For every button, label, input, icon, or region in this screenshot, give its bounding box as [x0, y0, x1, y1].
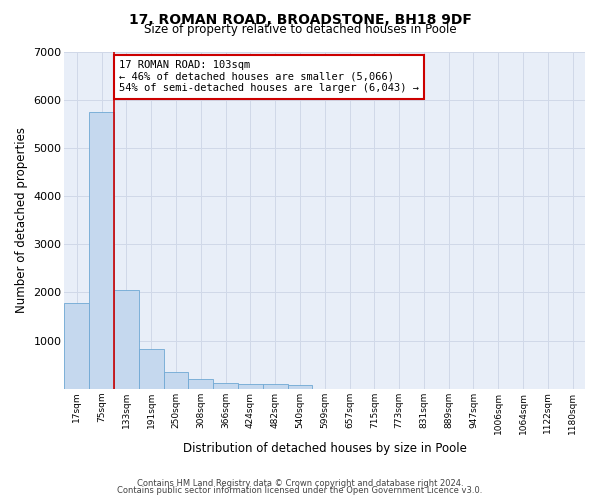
Bar	[238, 384, 263, 389]
Text: 17 ROMAN ROAD: 103sqm
← 46% of detached houses are smaller (5,066)
54% of semi-d: 17 ROMAN ROAD: 103sqm ← 46% of detached …	[119, 60, 419, 94]
Bar	[64, 303, 89, 389]
Text: Contains public sector information licensed under the Open Government Licence v3: Contains public sector information licen…	[118, 486, 482, 495]
Bar	[213, 383, 238, 389]
Y-axis label: Number of detached properties: Number of detached properties	[15, 127, 28, 313]
Bar	[114, 290, 139, 389]
Bar	[89, 112, 114, 389]
Bar	[188, 379, 213, 389]
Bar	[164, 372, 188, 389]
Bar	[287, 385, 313, 389]
Bar	[263, 384, 287, 389]
Text: 17, ROMAN ROAD, BROADSTONE, BH18 9DF: 17, ROMAN ROAD, BROADSTONE, BH18 9DF	[128, 12, 472, 26]
X-axis label: Distribution of detached houses by size in Poole: Distribution of detached houses by size …	[183, 442, 467, 455]
Text: Size of property relative to detached houses in Poole: Size of property relative to detached ho…	[143, 22, 457, 36]
Bar	[139, 350, 164, 389]
Text: Contains HM Land Registry data © Crown copyright and database right 2024.: Contains HM Land Registry data © Crown c…	[137, 478, 463, 488]
